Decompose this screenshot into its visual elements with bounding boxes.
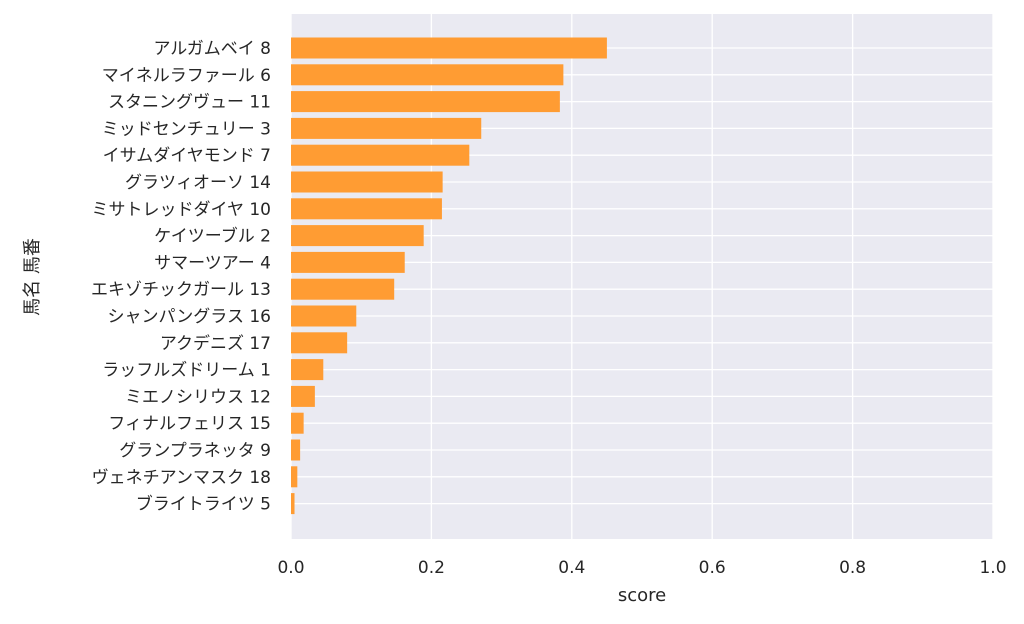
y-tick-label: ミエノシリウス 12 bbox=[125, 387, 271, 407]
bar bbox=[291, 251, 405, 273]
x-tick-labels: 0.0 0.2 0.4 0.6 0.8 1.0 bbox=[277, 558, 1006, 578]
bar bbox=[291, 305, 357, 327]
y-tick-label: イサムダイヤモンド 7 bbox=[103, 146, 271, 166]
bar bbox=[291, 412, 304, 434]
bar bbox=[291, 64, 564, 86]
x-tick-label: 0.4 bbox=[558, 558, 585, 578]
y-tick-label: ヴェネチアンマスク 18 bbox=[92, 468, 271, 488]
bar bbox=[291, 171, 443, 193]
bars bbox=[291, 37, 607, 515]
bar bbox=[291, 117, 482, 139]
bar bbox=[291, 466, 298, 488]
x-tick-label: 0.2 bbox=[418, 558, 445, 578]
bar bbox=[291, 359, 324, 381]
y-tick-label: エキゾチックガール 13 bbox=[91, 280, 271, 300]
y-tick-label: ケイツーブル 2 bbox=[154, 226, 271, 247]
bar bbox=[291, 91, 560, 113]
bar bbox=[291, 385, 315, 407]
x-tick-label: 1.0 bbox=[979, 558, 1006, 578]
bar bbox=[291, 493, 295, 515]
y-tick-label: グラツィオーソ 14 bbox=[125, 173, 271, 193]
bar bbox=[291, 332, 348, 354]
y-tick-label: ミサトレッドダイヤ 10 bbox=[91, 200, 271, 220]
y-tick-label: アルガムベイ 8 bbox=[153, 39, 271, 59]
x-tick-label: 0.6 bbox=[699, 558, 726, 578]
y-axis-label: 馬名 馬番 bbox=[22, 238, 43, 316]
y-tick-label: アクデニズ 17 bbox=[160, 333, 271, 354]
y-tick-label: シャンパングラス 16 bbox=[107, 307, 271, 327]
y-tick-label: サマーツアー 4 bbox=[154, 253, 271, 273]
bar bbox=[291, 439, 301, 461]
bar bbox=[291, 225, 424, 247]
bar bbox=[291, 198, 442, 220]
x-axis-label: score bbox=[618, 585, 666, 606]
bar bbox=[291, 144, 470, 166]
y-tick-label: フィナルフェリス 15 bbox=[108, 414, 271, 434]
y-tick-label: グランプラネッタ 9 bbox=[119, 441, 271, 461]
x-tick-label: 0.0 bbox=[277, 558, 304, 578]
y-tick-label: スタニングヴュー 11 bbox=[108, 93, 271, 113]
bar bbox=[291, 37, 607, 59]
x-tick-label: 0.8 bbox=[839, 558, 866, 578]
bar bbox=[291, 278, 395, 300]
y-tick-label: マイネルラファール 6 bbox=[102, 66, 271, 86]
y-tick-labels: アルガムベイ 8 マイネルラファール 6 スタニングヴュー 11 ミッドセンチュリー … bbox=[91, 39, 271, 515]
y-tick-label: ラッフルズドリーム 1 bbox=[102, 361, 271, 381]
y-tick-label: ミッドセンチュリー 3 bbox=[102, 119, 271, 139]
y-tick-label: ブライトライツ 5 bbox=[136, 494, 271, 515]
